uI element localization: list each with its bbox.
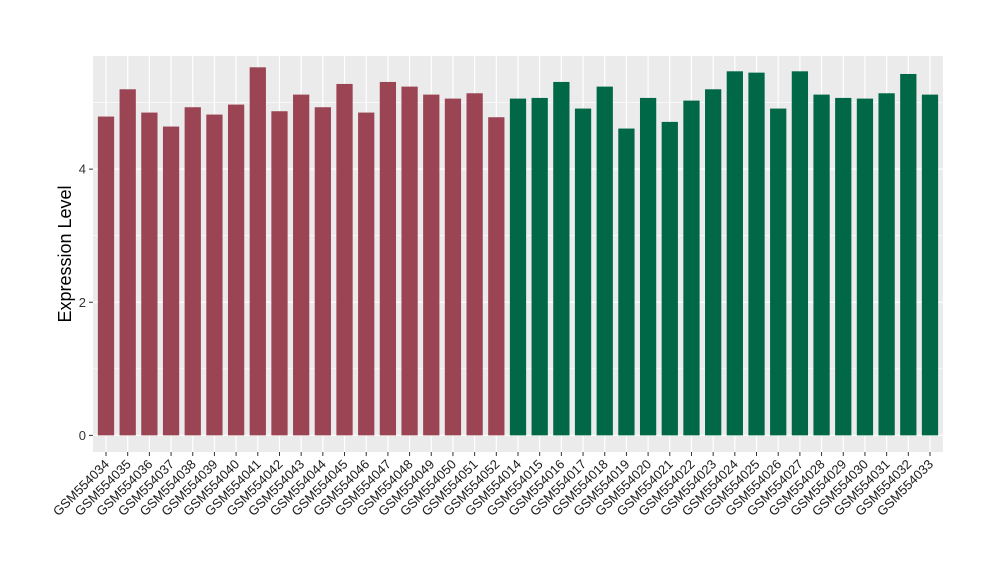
bar-GSM554024 xyxy=(726,71,743,436)
bar-GSM554020 xyxy=(639,97,657,436)
bar-GSM554023 xyxy=(705,89,722,436)
bar-GSM554032 xyxy=(900,73,917,436)
y-tick-label: 2 xyxy=(79,295,86,310)
bars xyxy=(97,67,939,436)
bar-GSM554029 xyxy=(835,97,852,436)
x-axis: GSM554034GSM554035GSM554036GSM554037GSM5… xyxy=(50,452,936,519)
bar-GSM554021 xyxy=(661,121,678,436)
bar-GSM554045 xyxy=(336,83,353,436)
bar-GSM554025 xyxy=(748,72,765,436)
bar-GSM554049 xyxy=(423,94,440,436)
y-axis: 0 2 4 xyxy=(79,162,93,443)
bar-GSM554038 xyxy=(184,107,201,436)
bar-GSM554035 xyxy=(119,89,136,436)
bar-GSM554043 xyxy=(293,94,310,436)
y-axis-title: Expression Level xyxy=(55,185,75,322)
bar-GSM554037 xyxy=(162,126,180,436)
bar-GSM554015 xyxy=(531,97,548,436)
bar-GSM554042 xyxy=(271,111,288,436)
bar-GSM554034 xyxy=(97,116,115,436)
bar-GSM554031 xyxy=(878,93,895,436)
bar-GSM554044 xyxy=(314,107,331,436)
bar-GSM554017 xyxy=(574,108,592,436)
bar-GSM554027 xyxy=(791,71,809,436)
bar-GSM554050 xyxy=(444,98,462,436)
bar-GSM554028 xyxy=(813,94,830,436)
bar-GSM554048 xyxy=(401,86,418,436)
y-tick-label: 4 xyxy=(79,162,86,177)
bar-GSM554019 xyxy=(618,128,635,436)
bar-GSM554040 xyxy=(227,104,245,436)
bar-GSM554022 xyxy=(683,100,700,436)
bar-GSM554018 xyxy=(596,86,613,436)
bar-GSM554033 xyxy=(921,94,939,436)
bar-GSM554026 xyxy=(770,108,787,436)
bar-GSM554041 xyxy=(249,67,266,436)
bar-GSM554014 xyxy=(509,98,527,436)
bar-GSM554039 xyxy=(206,114,223,436)
bar-GSM554052 xyxy=(488,117,505,436)
bar-GSM554046 xyxy=(358,112,375,436)
bar-GSM554036 xyxy=(141,112,158,436)
y-tick-label: 0 xyxy=(79,428,86,443)
bar-GSM554047 xyxy=(379,81,397,436)
bar-GSM554030 xyxy=(856,98,874,436)
bar-GSM554051 xyxy=(466,93,483,436)
bar-GSM554016 xyxy=(553,81,570,436)
